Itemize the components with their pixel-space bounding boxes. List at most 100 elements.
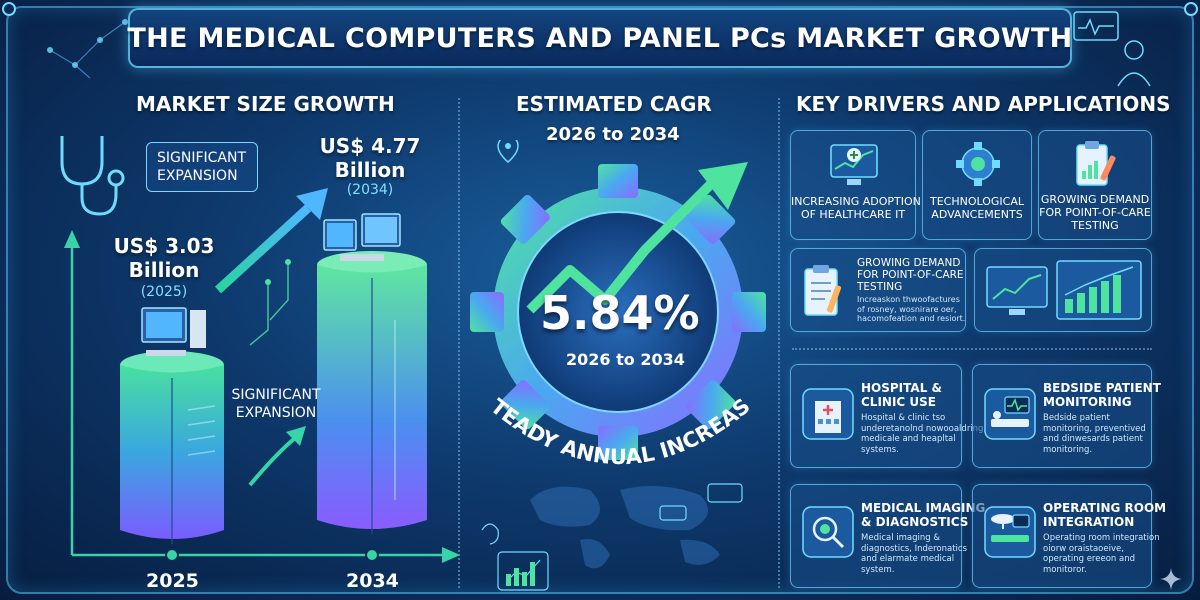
outer-frame — [6, 6, 1194, 594]
year-paren-2025: (2025) — [140, 284, 188, 300]
app-description: Medical imaging & diagnostics, Inderonat… — [861, 533, 967, 575]
desc-line: Operating room integration — [1043, 533, 1160, 543]
title-line: & DIAGNOSTICS — [861, 515, 969, 529]
title-line: MEDICAL IMAGING — [861, 501, 986, 515]
driver-card-technological: TECHNOLOGICAL ADVANCEMENTS — [922, 130, 1032, 240]
driver-chart-card — [974, 248, 1152, 332]
clipboard-pen-icon — [804, 265, 842, 316]
driver-title: GROWING DEMAND FOR POINT-OF-CARE TESTING — [1039, 193, 1151, 232]
title-line: GROWING DEMAND — [857, 257, 961, 269]
key-drivers-heading: KEY DRIVERS AND APPLICATIONS — [796, 92, 1171, 116]
title-line: GROWING DEMAND — [1040, 193, 1150, 206]
title-line: FOR POINT-OF-CARE — [857, 269, 964, 281]
driver-card-point-of-care: GROWING DEMAND FOR POINT-OF-CARE TESTING — [1038, 130, 1152, 240]
app-card-bedside: BEDSIDE PATIENT MONITORING Bedside patie… — [972, 364, 1161, 468]
title-line: TECHNOLOGICAL — [929, 195, 1024, 208]
label-line: SIGNIFICANT — [231, 387, 321, 403]
axis-year-2034: 2034 — [346, 570, 399, 592]
significant-expansion-label: SIGNIFICANT EXPANSION — [226, 386, 326, 422]
app-card-imaging: MEDICAL IMAGING & DIAGNOSTICS Medical im… — [790, 484, 985, 588]
app-title: OPERATING ROOM INTEGRATION — [1043, 501, 1166, 529]
growth-chart-graphic — [64, 188, 460, 563]
app-title: MEDICAL IMAGING & DIAGNOSTICS — [861, 501, 985, 529]
value-amount: US$ 3.03 — [113, 234, 215, 258]
app-description: Hospital & clinic tso underetanolnd nowo… — [861, 413, 986, 455]
imaging-icon — [802, 506, 854, 558]
sparkle-icon — [1160, 568, 1182, 590]
app-card-operating-room: OPERATING ROOM INTEGRATION Operating roo… — [972, 484, 1166, 588]
title-line: MONITORING — [1043, 395, 1132, 409]
hospital-icon — [802, 388, 854, 440]
title-line: BEDSIDE PATIENT — [1043, 381, 1161, 395]
bedside-monitor-icon — [984, 388, 1036, 440]
title-line: HOSPITAL & — [861, 381, 942, 395]
app-title: BEDSIDE PATIENT MONITORING — [1043, 381, 1161, 409]
title-line: TESTING — [857, 281, 903, 293]
desc-line: and elarmate medical — [861, 554, 955, 564]
corner-ornament — [2, 2, 16, 16]
title-line: OPERATING ROOM — [1043, 501, 1167, 515]
driver-title: GROWING DEMAND FOR POINT-OF-CARE TESTING — [857, 257, 964, 293]
desc-line: system. — [861, 564, 895, 575]
title-line: ADVANCEMENTS — [931, 208, 1023, 221]
steady-annual-increase-text: STEADY ANNUAL INCREASE — [470, 330, 755, 469]
desc-line: hacomofeation and resiort. — [857, 314, 966, 323]
cagr-period-heading: 2026 to 2034 — [546, 124, 680, 145]
network-decoration-icon — [47, 19, 128, 79]
title-line: INCREASING ADOPTION — [791, 195, 921, 208]
title-line: CLINIC USE — [861, 395, 936, 409]
title-line: TESTING — [1071, 219, 1119, 232]
desc-line: of rosney, wosnirare oer, — [857, 304, 957, 314]
desc-line: monitoring. — [1043, 444, 1093, 455]
market-size-heading: MARKET SIZE GROWTH — [136, 92, 395, 116]
value-amount: US$ 4.77 — [319, 134, 421, 158]
driver-title: INCREASING ADOPTION OF HEALTHCARE IT — [791, 195, 921, 221]
stethoscope-icon — [60, 136, 125, 216]
desc-line: oiorw oraistaoeive, — [1043, 543, 1124, 554]
axis-year-2025: 2025 — [146, 570, 199, 592]
title-line: FOR POINT-OF-CARE — [1039, 206, 1151, 219]
corner-ornament — [1184, 2, 1198, 16]
title-line: INTEGRATION — [1043, 515, 1135, 529]
driver-card-point-of-care-detail: GROWING DEMAND FOR POINT-OF-CARE TESTING… — [790, 248, 966, 332]
desc-line: Medical imaging & — [861, 533, 940, 543]
cagr-gear-graphic — [470, 140, 766, 460]
desc-line: underetanolnd nowooaldring, — [861, 423, 987, 434]
arc-text-graphic: STEADY ANNUAL INCREASE — [470, 330, 755, 469]
desc-line: Hospital & clinic tso — [861, 413, 946, 423]
gear-circuit-icon — [956, 142, 1000, 186]
desc-line: Increaskon thwoofactures — [857, 295, 960, 304]
desc-line: operating ereeon and — [1043, 554, 1135, 564]
desc-line: diagnostics, Inderonatics — [861, 543, 967, 554]
monitor-plus-icon — [830, 144, 878, 185]
cagr-period: 2026 to 2034 — [566, 350, 685, 369]
callout-line: EXPANSION — [157, 168, 238, 184]
desc-line: monitoror. — [1043, 564, 1087, 575]
desc-line: monitoring, preventived — [1043, 423, 1146, 434]
driver-card-healthcare-it: INCREASING ADOPTION OF HEALTHCARE IT — [790, 130, 921, 240]
desc-line: systems. — [861, 444, 899, 455]
market-value-2034: US$ 4.77 Billion — [310, 134, 430, 182]
desc-line: medicale and heapltal — [861, 434, 956, 444]
section-divider — [792, 348, 1152, 350]
app-description: Bedside patient monitoring, preventived … — [1043, 413, 1146, 455]
title-banner: THE MEDICAL COMPUTERS AND PANEL PCs MARK… — [127, 8, 1073, 68]
driver-title: TECHNOLOGICAL ADVANCEMENTS — [923, 195, 1031, 221]
cagr-value: 5.84% — [540, 286, 700, 340]
doctor-monitor-icon — [1073, 11, 1151, 87]
desc-line: and dinwesards patient — [1043, 434, 1143, 444]
significant-expansion-callout: SIGNIFICANT EXPANSION — [146, 142, 258, 192]
page-title: THE MEDICAL COMPUTERS AND PANEL PCs MARK… — [127, 22, 1073, 54]
world-map-decoration-icon — [481, 483, 743, 591]
title-line: OF HEALTHCARE IT — [800, 208, 906, 221]
value-unit: Billion — [128, 258, 200, 282]
app-description: Operating room integration oiorw oraista… — [1043, 533, 1160, 575]
driver-description: Increaskon thwoofactures of rosney, wosn… — [857, 295, 965, 324]
column-divider — [458, 98, 460, 588]
value-unit: Billion — [334, 158, 406, 182]
operating-room-icon — [984, 506, 1036, 558]
year-paren-2034: (2034) — [346, 182, 394, 198]
clipboard-test-icon — [1076, 141, 1116, 186]
column-divider — [778, 98, 780, 588]
app-card-hospital: HOSPITAL & CLINIC USE Hospital & clinic … — [790, 364, 986, 468]
